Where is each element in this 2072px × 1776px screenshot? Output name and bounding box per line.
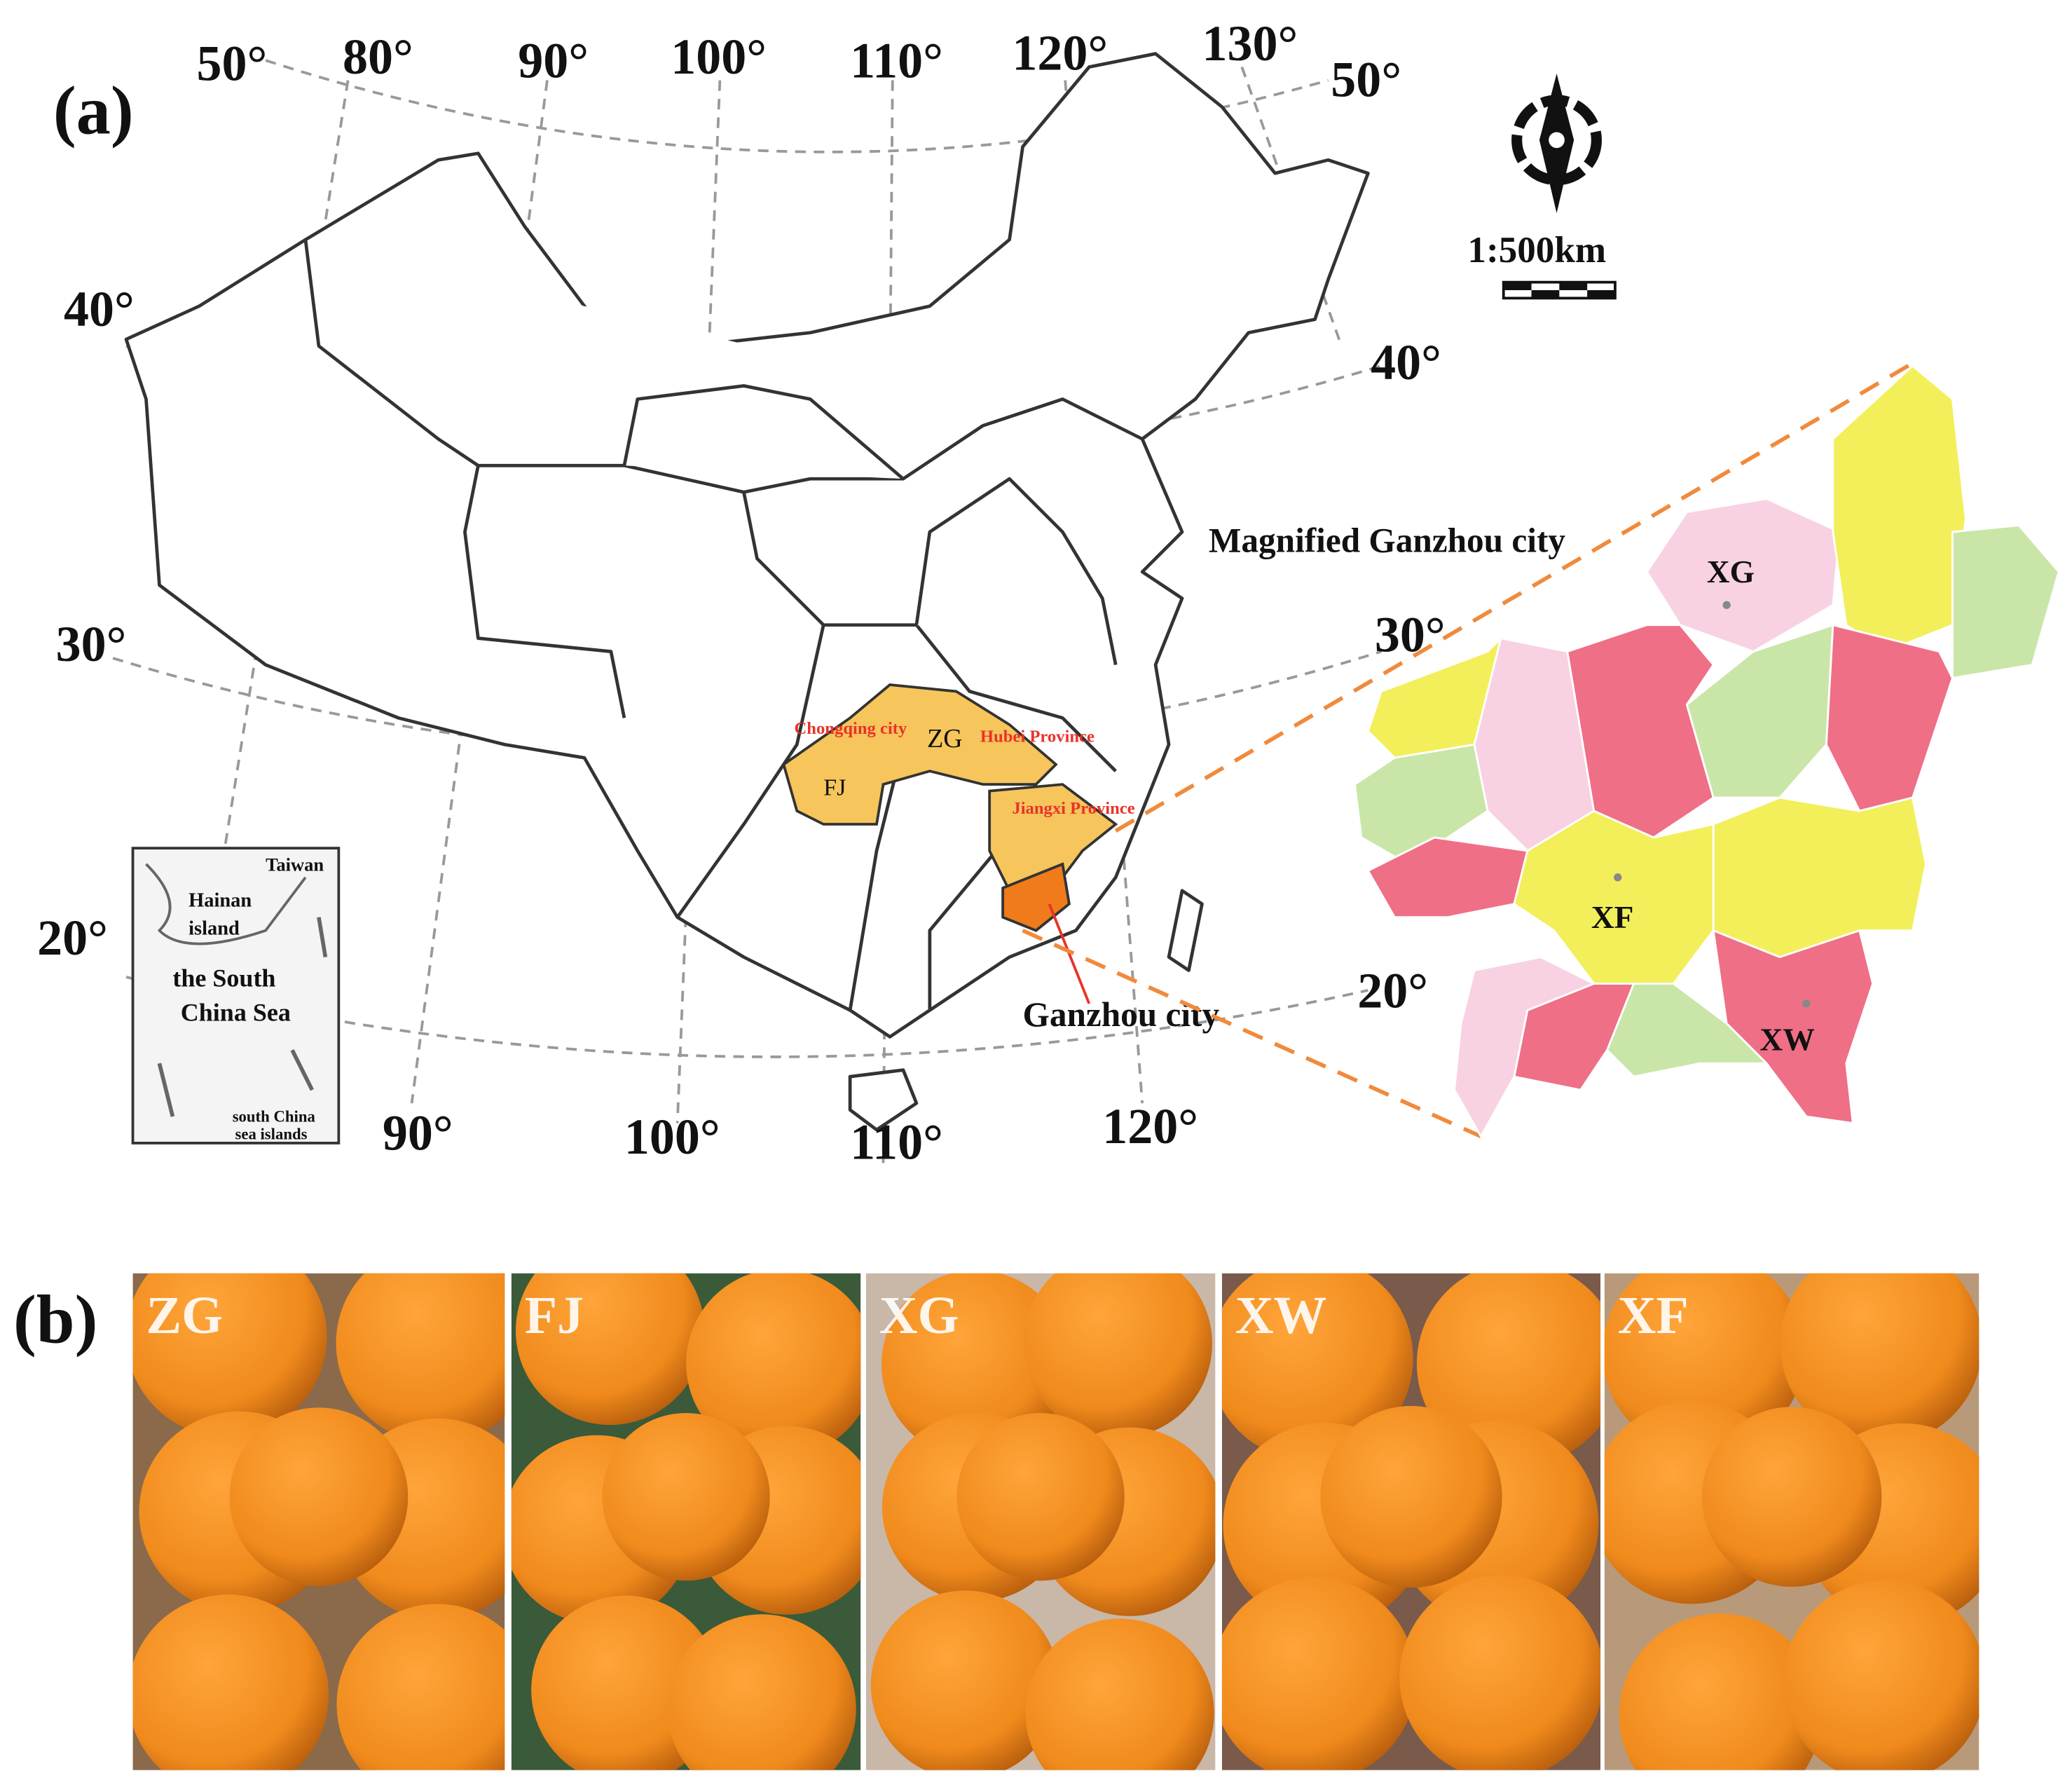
panel-label: (b) <box>13 1281 97 1358</box>
china-map <box>124 52 1370 1132</box>
photo-content <box>865 1273 1216 1770</box>
orange <box>516 1273 705 1426</box>
inset-label: Hainan <box>188 890 252 912</box>
photo-label: XF <box>1618 1286 1689 1345</box>
ganzhou-magnified <box>1353 364 2060 1139</box>
orange <box>1023 1273 1212 1438</box>
highlight-region <box>782 683 1058 826</box>
region-label: FJ <box>823 774 846 800</box>
photo: XW <box>1221 1273 1601 1770</box>
orange <box>881 1273 1071 1459</box>
degree-label: 50° <box>1331 51 1401 107</box>
degree-label: 130° <box>1202 15 1298 71</box>
degree-label: 100° <box>671 29 767 85</box>
photo-label: FJ <box>525 1286 584 1345</box>
orange <box>1416 1273 1601 1466</box>
orange <box>1780 1273 1980 1445</box>
orange <box>336 1604 505 1770</box>
inset-map <box>131 847 341 1145</box>
degree-label: 20° <box>37 910 108 966</box>
degree-label: 20° <box>1357 963 1428 1019</box>
region-label: Chongqing city <box>795 719 907 738</box>
zoom-lines <box>1022 357 1921 1139</box>
compass <box>1511 74 1602 214</box>
inset-label: China Sea <box>181 999 291 1027</box>
site-label: XG <box>1707 554 1755 589</box>
photo-content <box>1221 1273 1601 1770</box>
degree-label: 100° <box>624 1109 720 1165</box>
magnified-title: Magnified Ganzhou city <box>1209 521 1565 559</box>
photo-content <box>132 1273 505 1770</box>
photo-content <box>1604 1273 1980 1770</box>
orange <box>1399 1575 1601 1770</box>
orange <box>667 1614 856 1770</box>
orange <box>132 1273 327 1437</box>
degree-label: 30° <box>1375 607 1446 663</box>
orange <box>686 1273 861 1458</box>
degree-label: 110° <box>850 1114 943 1170</box>
orange <box>132 1594 329 1770</box>
degree-label: 90° <box>518 33 589 89</box>
region-label: Hubei Province <box>980 727 1095 746</box>
orange <box>1221 1273 1413 1461</box>
scale-label: 1:500km <box>1468 230 1607 271</box>
degree-label: 80° <box>343 29 413 85</box>
photo: XF <box>1604 1273 1980 1770</box>
orange <box>229 1407 409 1587</box>
jiangxi <box>988 783 1118 892</box>
site-label: XW <box>1760 1021 1815 1057</box>
orange <box>1619 1613 1822 1770</box>
degree-label: 30° <box>56 616 127 672</box>
degree-label: 120° <box>1012 25 1108 81</box>
degree-label: 90° <box>383 1105 453 1161</box>
inset-label: sea islands <box>235 1125 308 1142</box>
region-label: ZG <box>927 724 963 753</box>
panel-label: (a) <box>53 72 134 149</box>
orange <box>602 1413 770 1581</box>
degree-label: 120° <box>1102 1098 1198 1154</box>
orange <box>1604 1273 1805 1454</box>
photo-label: XG <box>879 1286 959 1345</box>
orange <box>1025 1618 1214 1770</box>
orange <box>336 1273 505 1444</box>
photo-content <box>511 1273 861 1770</box>
site-dot <box>1614 873 1622 882</box>
orange <box>870 1590 1059 1770</box>
degree-label: 40° <box>1371 334 1441 390</box>
scale-bar <box>1502 280 1617 300</box>
photo: ZG <box>132 1273 505 1770</box>
degree-label: 110° <box>850 33 943 89</box>
region-label: Jiangxi Province <box>1012 799 1134 818</box>
photo: XG <box>865 1273 1216 1770</box>
degree-label: 40° <box>64 281 135 337</box>
orange <box>1221 1577 1417 1770</box>
orange <box>1783 1580 1980 1770</box>
photo-strip: ZG FJ XG XW XF <box>132 1273 1980 1770</box>
site-dot <box>1802 999 1811 1008</box>
inset-label: south China <box>233 1108 316 1126</box>
orange <box>1320 1406 1502 1588</box>
photo: FJ <box>511 1273 861 1770</box>
photo-label: ZG <box>146 1286 224 1345</box>
inset-label: the South <box>172 964 275 992</box>
site-dot <box>1722 601 1731 609</box>
inset-label: Taiwan <box>266 854 324 875</box>
photo-label: XW <box>1235 1286 1327 1345</box>
orange <box>956 1413 1125 1581</box>
orange <box>1701 1407 1882 1587</box>
site-label: XF <box>1591 899 1634 935</box>
degree-label: 50° <box>197 36 268 92</box>
region-label: Ganzhou city <box>1023 995 1220 1034</box>
inset-label: island <box>188 917 240 939</box>
